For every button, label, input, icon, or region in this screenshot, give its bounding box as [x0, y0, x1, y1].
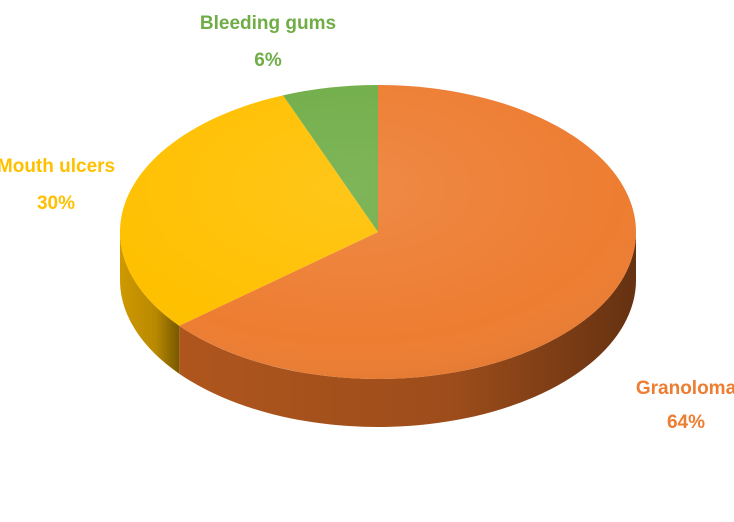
slice-value-granoloma: 64%	[667, 412, 705, 433]
pie-side-shade-0	[179, 232, 636, 427]
pie-top-gloss	[120, 85, 636, 379]
slice-label-granoloma: Granoloma	[636, 378, 734, 399]
slice-value-bleeding-gums: 6%	[254, 50, 282, 71]
pie-side-layer	[120, 232, 636, 427]
pie-top-layer	[119, 85, 636, 380]
slice-label-mouth-ulcers: Mouth ulcers	[0, 156, 115, 177]
pie-label-layer: Granoloma 64% Mouth ulcers 30% Bleeding gums…	[0, 13, 734, 433]
slice-label-bleeding-gums: Bleeding gums	[200, 13, 336, 34]
slice-value-mouth-ulcers: 30%	[37, 193, 75, 214]
pie-side-shade-1	[120, 232, 180, 374]
